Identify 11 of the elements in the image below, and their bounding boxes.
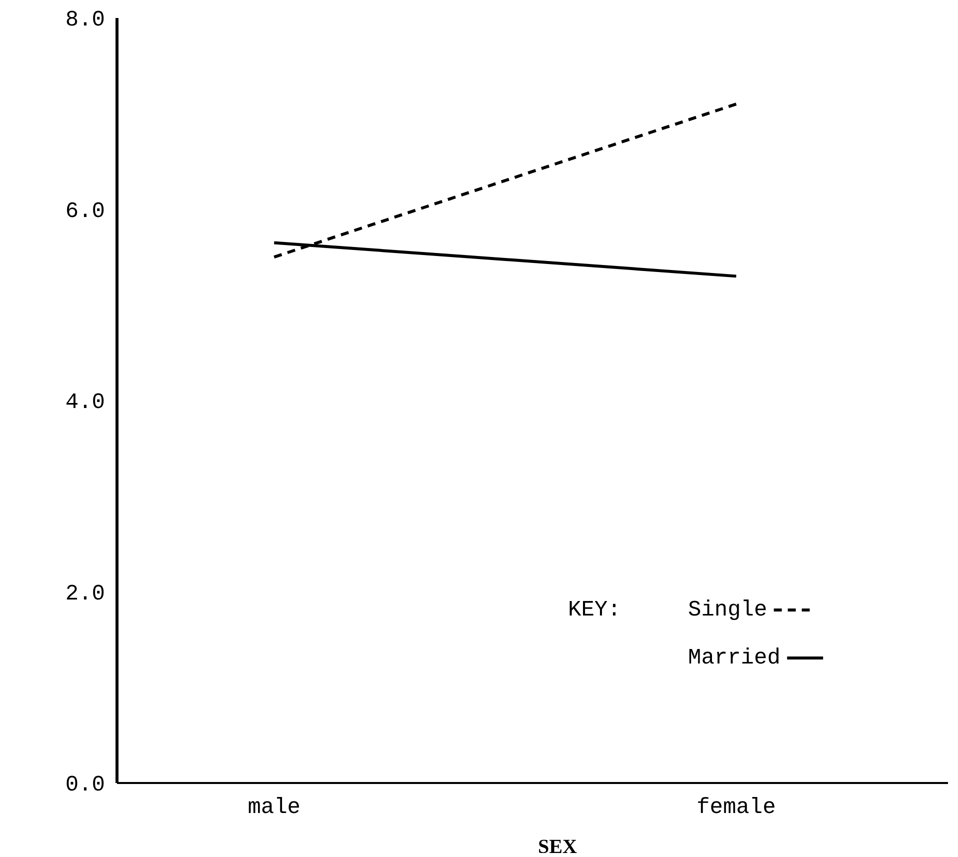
y-tick-label: 2.0 xyxy=(65,581,105,606)
legend-title: KEY: xyxy=(568,598,621,623)
x-axis-title: SEX xyxy=(538,836,578,857)
legend-label: Married xyxy=(688,646,780,671)
y-tick-label: 8.0 xyxy=(65,8,105,33)
y-tick-label: 6.0 xyxy=(65,198,105,224)
x-tick-label: female xyxy=(696,795,776,820)
y-tick-label: 0.0 xyxy=(65,772,105,798)
legend-label: Single xyxy=(688,598,768,623)
y-tick-label: 4.0 xyxy=(65,390,105,416)
x-tick-label: male xyxy=(248,795,301,820)
